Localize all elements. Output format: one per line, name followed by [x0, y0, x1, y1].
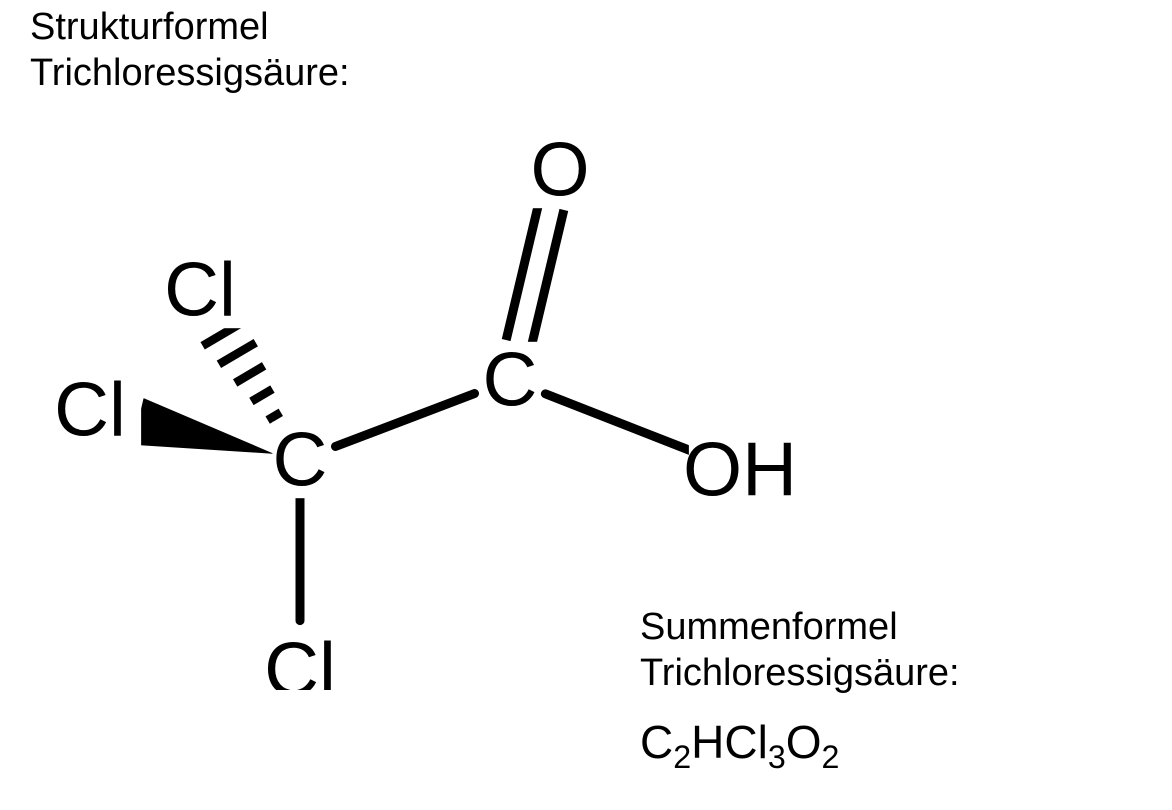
atom-OH: OH	[683, 428, 797, 513]
atom-Cl_left: Cl	[54, 368, 126, 453]
structural-formula-diagram: C C O OH Cl Cl Cl	[0, 90, 900, 690]
label-structural-line2: Trichloressigsäure:	[30, 52, 350, 95]
molecular-formula: C2HCl3O2	[640, 715, 839, 776]
atom-Cl_bottom: Cl	[264, 628, 336, 691]
atom-Cl_top: Cl	[164, 248, 236, 333]
atom-C2: C	[483, 338, 538, 423]
atom-O1: O	[530, 128, 589, 213]
label-structural-line1: Strukturformel	[30, 6, 269, 49]
atom-C1: C	[273, 418, 328, 503]
